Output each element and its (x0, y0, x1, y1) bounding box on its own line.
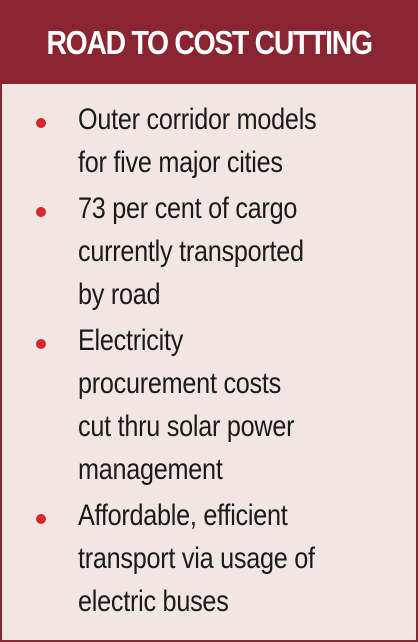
bullet-text: by road (78, 278, 161, 311)
bullet-item: Electricity procurement costs cut thru sol… (2, 319, 416, 491)
bullet-text: for five major cities (78, 146, 283, 179)
bullet-item: Outer corridor models for five major citi… (2, 98, 416, 184)
bullet-dot (36, 514, 46, 524)
bullet-dot (36, 118, 46, 128)
bullet-text: procurement costs (78, 367, 282, 400)
bullet-text: Affordable, efficient (78, 499, 288, 532)
bullet-text: electric buses (78, 585, 229, 618)
header: ROAD TO COST CUTTING (2, 2, 416, 84)
bullet-item: 73 per cent of cargo currently transporte… (2, 187, 416, 316)
title: ROAD TO COST CUTTING (46, 24, 373, 61)
bullet-item: Affordable, efficient transport via usage… (2, 494, 416, 623)
bullet-text: currently transported (78, 235, 304, 268)
bullet-text: management (78, 453, 223, 486)
bullet-list: Outer corridor models for five major citi… (2, 84, 416, 623)
bullet-dot (36, 207, 46, 217)
bullet-dot (36, 339, 46, 349)
bullet-text: Outer corridor models (78, 103, 317, 136)
bullet-text: 73 per cent of cargo (78, 192, 298, 225)
bullet-text: cut thru solar power (78, 410, 295, 443)
bullet-text: transport via usage of (78, 542, 315, 575)
bullet-text: Electricity (78, 324, 184, 357)
